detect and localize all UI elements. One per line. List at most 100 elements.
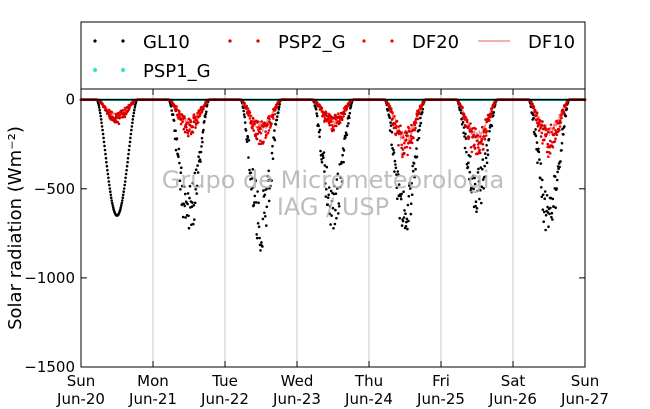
data-point [263,211,266,215]
data-point [256,190,259,193]
data-point [399,124,402,127]
data-point [247,139,251,142]
data-point [196,171,200,174]
data-point [257,142,261,146]
data-point [481,158,485,161]
data-point [334,117,337,121]
data-point [243,115,246,119]
data-point [545,128,549,131]
data-point [327,193,331,197]
data-point [476,171,480,174]
data-point [100,121,103,125]
data-point [253,201,256,204]
data-point [193,116,197,120]
data-point [120,201,124,205]
data-point [132,114,135,118]
data-point [399,131,403,135]
legend-swatch [256,39,260,43]
data-point [251,117,255,120]
data-point [192,222,195,226]
data-point [263,121,267,125]
data-point [477,167,480,171]
data-point [243,101,246,105]
data-point [330,214,333,217]
data-point [539,177,542,180]
data-point [335,216,338,220]
data-point [481,167,484,171]
data-point [246,136,250,139]
series-line [153,99,225,127]
data-point [488,119,491,122]
data-point [110,201,114,205]
data-point [325,165,329,169]
data-point [183,192,187,196]
data-point [531,102,534,106]
data-point [97,106,101,109]
axis-ticks: 0−500−1000−1500SunJun-20MonJun-21TueJun-… [24,89,609,408]
data-point [393,170,396,173]
data-point [403,152,406,155]
data-point [322,156,325,160]
data-point [126,110,129,113]
data-point [179,171,183,174]
data-point [545,133,548,136]
data-point [544,213,548,217]
data-point [467,161,470,165]
data-point [191,131,195,134]
series-df20 [79,98,587,159]
data-point [476,134,480,137]
data-point [561,108,564,112]
data-point [318,128,322,132]
data-point [270,151,274,155]
data-point [397,183,401,186]
data-point [403,146,407,149]
data-point [484,131,488,134]
data-point [256,126,260,129]
data-point [188,196,191,200]
data-point [337,202,341,205]
data-point [544,228,547,232]
data-point [347,103,351,107]
data-point [490,107,493,110]
grid [152,89,514,367]
data-point [338,185,342,189]
data-point [340,160,343,164]
data-point [172,119,176,122]
data-point [336,172,340,176]
data-point [410,123,413,127]
data-point [318,135,321,139]
data-point [542,210,546,214]
data-point [101,128,104,132]
data-point [475,207,479,210]
data-point [347,122,350,125]
data-point [121,199,124,202]
data-point [253,122,256,125]
data-point [554,129,557,132]
data-point [400,192,403,196]
data-point [333,113,337,117]
data-point [560,149,563,152]
data-point [277,105,281,109]
data-point [119,113,122,117]
data-point [275,118,279,122]
data-point [322,151,326,154]
data-point [533,111,536,114]
data-point [341,153,344,157]
data-point [468,170,472,174]
data-point [539,126,542,130]
data-point [266,174,270,178]
data-point [545,150,549,154]
data-point [546,205,549,209]
data-point [485,120,489,124]
data-point [537,129,541,132]
data-point [331,206,335,210]
data-point [541,193,545,196]
data-point [194,188,197,191]
data-point [255,119,258,123]
data-point [184,216,187,219]
data-point [113,121,117,124]
data-point [330,199,334,203]
data-point [410,182,414,185]
data-point [254,201,258,204]
watermark-line: IAG / USP [277,193,389,221]
